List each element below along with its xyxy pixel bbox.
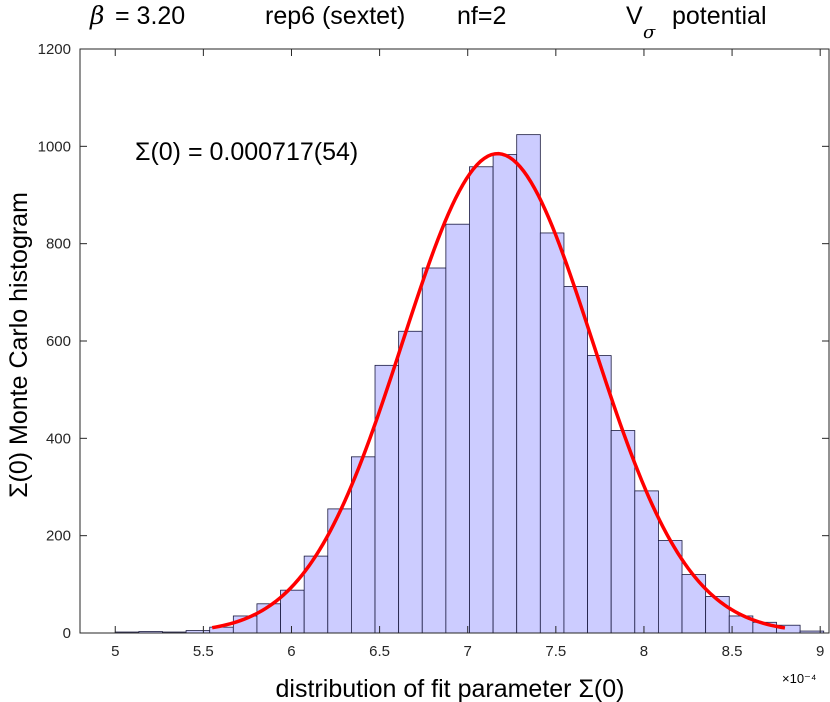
y-tick-label: 600: [46, 333, 71, 350]
x-tick-label: 8.5: [722, 643, 743, 660]
histogram-bar: [469, 166, 494, 634]
y-tick-label: 1200: [38, 41, 71, 58]
x-tick-label: 7: [464, 643, 472, 660]
histogram-bar: [351, 456, 376, 634]
histogram-bar: [445, 223, 470, 634]
histogram-bar: [705, 596, 730, 634]
y-tick-label: 1000: [38, 138, 71, 155]
histogram-bars: [114, 134, 825, 634]
y-tick-label: 400: [46, 430, 71, 447]
histogram-bar: [563, 286, 588, 634]
y-axis-label: Σ(0) Monte Carlo histogram: [5, 192, 33, 498]
x-tick-label: 9: [816, 643, 824, 660]
histogram-bar: [516, 134, 541, 634]
histogram-bar: [492, 154, 518, 634]
histogram-bar: [610, 430, 636, 634]
x-axis-label: distribution of fit parameter Σ(0): [276, 675, 625, 702]
x-tick-label: 8: [640, 643, 648, 660]
x-tick-label: 6.5: [369, 643, 390, 660]
x-axis-exponent: ×10⁻⁴: [782, 671, 817, 686]
chart-title: β = 3.20 rep6 (sextet) nf=2 V σ potentia…: [89, 1, 767, 44]
gaussian-fit-curve: [211, 151, 786, 630]
x-tick-label: 7.5: [545, 643, 566, 660]
histogram-bar: [374, 364, 400, 634]
histogram-bar: [539, 232, 565, 634]
axis-ticks: 5 5.5 6 6.5 7 7.5 8 8.5 9 0 200 400 600 800 1000 1200: [38, 41, 829, 660]
x-tick-label: 5: [111, 643, 119, 660]
y-tick-label: 200: [46, 528, 71, 545]
histogram-bar: [398, 330, 423, 634]
y-tick-label: 800: [46, 236, 71, 253]
histogram-bar: [587, 355, 612, 634]
fit-annotation: Σ(0) = 0.000717(54): [135, 138, 358, 166]
x-tick-label: 6: [287, 643, 295, 660]
histogram-bar: [421, 267, 447, 634]
x-tick-label: 5.5: [193, 643, 214, 660]
y-tick-label: 0: [63, 625, 71, 642]
